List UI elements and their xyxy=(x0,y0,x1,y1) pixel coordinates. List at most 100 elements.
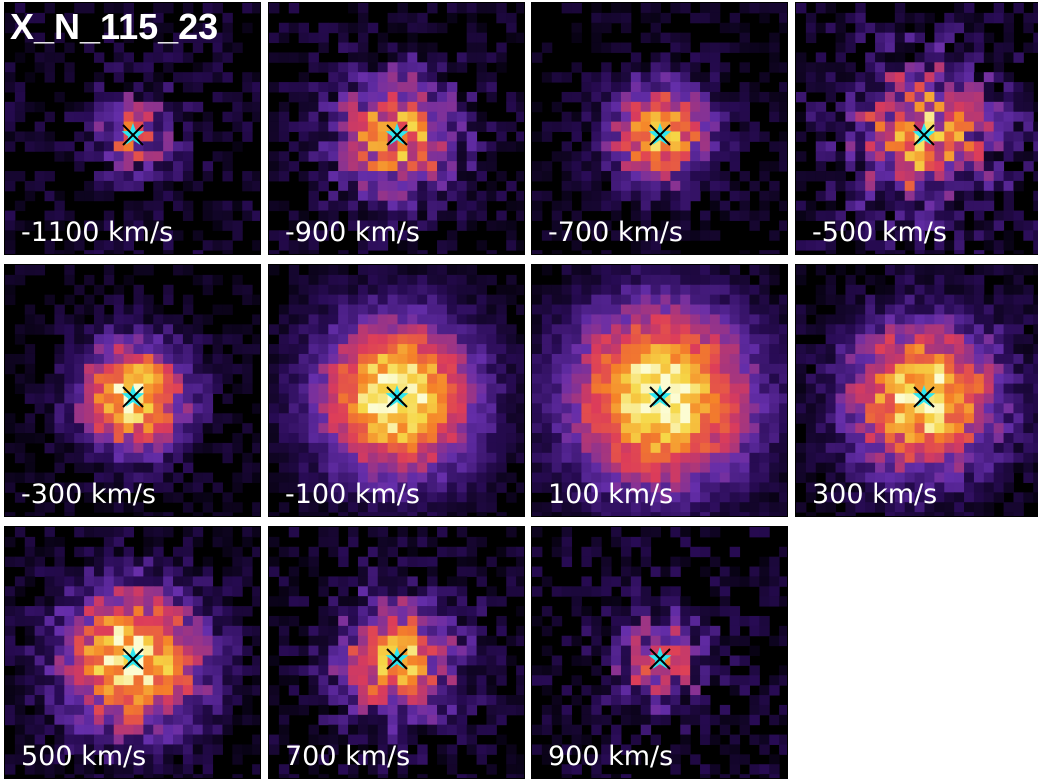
pixel xyxy=(630,304,642,315)
pixel xyxy=(486,433,497,444)
pixel xyxy=(387,635,398,647)
pixel xyxy=(192,274,204,286)
pixel xyxy=(680,265,691,276)
pixel xyxy=(1013,210,1024,221)
pixel xyxy=(133,353,144,365)
pixel xyxy=(551,714,563,726)
pixel xyxy=(417,606,428,617)
pixel xyxy=(620,324,632,335)
pixel xyxy=(924,373,935,385)
pixel xyxy=(581,250,592,254)
pixel xyxy=(348,442,359,454)
pixel xyxy=(934,482,945,493)
pixel xyxy=(779,675,787,686)
pixel xyxy=(123,546,134,558)
pixel xyxy=(611,685,622,696)
pixel xyxy=(269,121,280,132)
pixel xyxy=(397,121,408,132)
pixel xyxy=(516,586,524,597)
pixel xyxy=(506,344,517,355)
pixel xyxy=(437,344,448,355)
pixel xyxy=(242,294,253,306)
pixel xyxy=(700,373,711,385)
pixel xyxy=(377,442,389,454)
pixel xyxy=(660,180,671,192)
pixel xyxy=(377,635,389,647)
pixel xyxy=(54,566,65,577)
pixel xyxy=(397,586,408,597)
pixel xyxy=(660,606,671,617)
pixel xyxy=(64,383,75,394)
pixel xyxy=(397,462,408,474)
pixel xyxy=(84,373,95,385)
pixel xyxy=(680,536,691,548)
pixel xyxy=(133,314,144,325)
pixel xyxy=(506,413,517,424)
pixel xyxy=(308,353,319,365)
pixel xyxy=(153,304,164,315)
pixel xyxy=(924,383,935,394)
pixel xyxy=(690,615,701,627)
pixel xyxy=(308,546,319,558)
pixel xyxy=(640,121,652,132)
pixel xyxy=(298,22,310,34)
pixel xyxy=(338,695,349,706)
pixel xyxy=(24,556,36,568)
pixel xyxy=(5,645,16,656)
pixel xyxy=(298,472,310,483)
pixel xyxy=(397,536,408,548)
pixel xyxy=(103,566,115,577)
pixel xyxy=(825,210,837,221)
pixel xyxy=(680,685,691,696)
pixel xyxy=(456,714,468,726)
pixel xyxy=(348,615,359,627)
pixel xyxy=(884,180,896,192)
pixel xyxy=(328,22,339,34)
pixel xyxy=(54,373,65,385)
pixel xyxy=(541,314,553,325)
pixel xyxy=(650,22,661,34)
pixel xyxy=(182,462,194,474)
pixel xyxy=(278,774,290,778)
pixel xyxy=(163,675,174,686)
pixel xyxy=(437,334,448,345)
pixel xyxy=(825,111,837,123)
pixel xyxy=(367,482,379,493)
pixel xyxy=(486,724,497,736)
pixel xyxy=(779,576,787,587)
pixel xyxy=(894,42,906,53)
pixel xyxy=(630,171,642,182)
pixel xyxy=(143,625,154,637)
pixel xyxy=(202,764,214,775)
pixel xyxy=(54,442,65,454)
pixel xyxy=(944,210,955,221)
pixel xyxy=(993,284,1005,296)
pixel xyxy=(640,492,652,503)
pixel xyxy=(739,413,750,424)
pixel xyxy=(163,512,174,516)
pixel xyxy=(54,482,65,493)
pixel xyxy=(74,734,85,745)
pixel xyxy=(759,353,770,365)
pixel xyxy=(242,704,253,716)
pixel xyxy=(44,675,55,686)
pixel xyxy=(486,764,497,775)
pixel xyxy=(54,734,65,745)
pixel xyxy=(825,171,837,182)
pixel xyxy=(496,121,507,132)
pixel xyxy=(630,645,642,656)
pixel xyxy=(417,615,428,627)
pixel xyxy=(601,22,612,34)
pixel xyxy=(660,754,671,765)
pixel xyxy=(855,373,866,385)
pixel xyxy=(571,695,582,706)
pixel xyxy=(650,695,661,706)
pixel xyxy=(456,294,468,306)
pixel xyxy=(924,492,935,503)
pixel xyxy=(591,101,602,113)
pixel xyxy=(620,294,632,306)
pixel xyxy=(222,413,233,424)
pixel xyxy=(719,22,731,34)
pixel xyxy=(924,502,935,513)
pixel xyxy=(407,685,418,696)
